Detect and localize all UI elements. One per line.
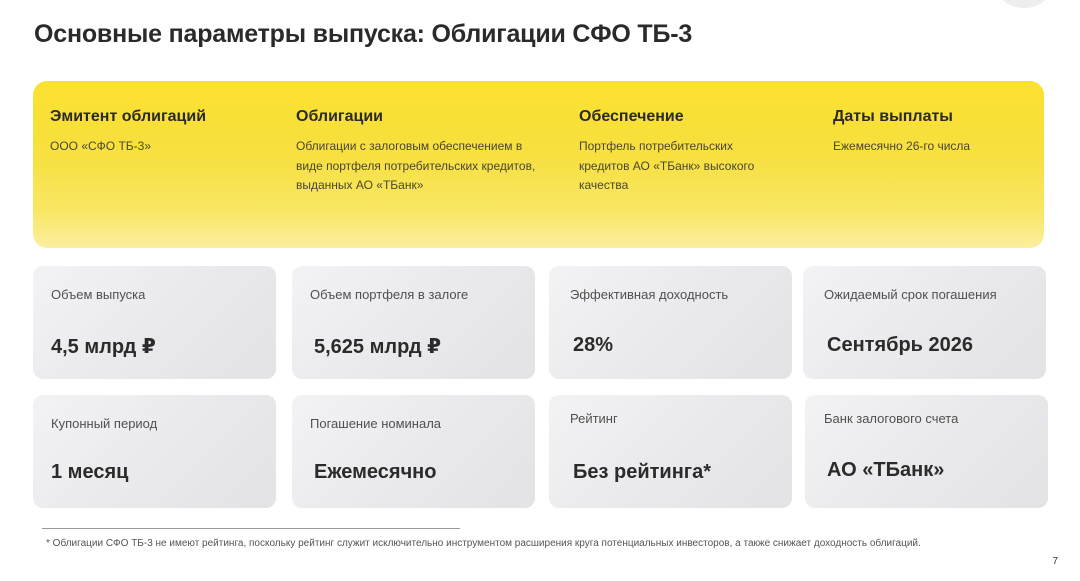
card-value: 4,5 млрд ₽ bbox=[51, 336, 156, 358]
issuer-block: Эмитент облигаций ООО «СФО ТБ-3» bbox=[50, 108, 280, 157]
card-value: Без рейтинга* bbox=[573, 461, 712, 483]
page-title: Основные параметры выпуска: Облигации СФ… bbox=[34, 20, 693, 48]
card-issue-volume: Объем выпуска 4,5 млрд ₽ bbox=[33, 266, 276, 379]
card-value: 5,625 млрд ₽ bbox=[314, 336, 441, 358]
footnote: * Облигации СФО ТБ-3 не имеют рейтинга, … bbox=[46, 538, 921, 549]
card-label: Купонный период bbox=[51, 416, 158, 431]
footnote-divider bbox=[42, 528, 460, 529]
bonds-block: Облигации Облигации с залоговым обеспече… bbox=[296, 108, 538, 196]
issuer-text: ООО «СФО ТБ-3» bbox=[50, 139, 152, 153]
card-redemption: Погашение номинала Ежемесячно bbox=[292, 395, 535, 508]
key-terms-panel: Эмитент облигаций ООО «СФО ТБ-3» Облигац… bbox=[33, 81, 1044, 248]
card-label: Объем выпуска bbox=[51, 287, 146, 302]
page-number: 7 bbox=[1052, 556, 1058, 567]
card-value: Ежемесячно bbox=[314, 461, 437, 483]
payment-dates-block: Даты выплаты Ежемесячно 26-го числа bbox=[833, 108, 1033, 157]
corner-decoration bbox=[996, 0, 1052, 8]
collateral-title: Обеспечение bbox=[579, 108, 684, 125]
bonds-title: Облигации bbox=[296, 108, 383, 125]
card-label: Объем портфеля в залоге bbox=[310, 287, 469, 302]
bonds-text: Облигации с залоговым обеспечением в вид… bbox=[296, 139, 536, 192]
card-label: Ожидаемый срок погашения bbox=[824, 287, 997, 302]
card-label: Эффективная доходность bbox=[570, 287, 729, 302]
card-value: 28% bbox=[573, 334, 614, 356]
card-label: Рейтинг bbox=[570, 411, 618, 426]
card-effective-yield: Эффективная доходность 28% bbox=[549, 266, 792, 379]
card-escrow-bank: Банк залогового счета АО «ТБанк» bbox=[805, 395, 1048, 508]
issuer-title: Эмитент облигаций bbox=[50, 108, 207, 125]
card-maturity: Ожидаемый срок погашения Сентябрь 2026 bbox=[803, 266, 1046, 379]
collateral-block: Обеспечение Портфель потребительских кре… bbox=[579, 108, 779, 196]
card-value: Сентябрь 2026 bbox=[827, 334, 974, 356]
card-coupon-period: Купонный период 1 месяц bbox=[33, 395, 276, 508]
collateral-text: Портфель потребительских кредитов АО «ТБ… bbox=[579, 139, 755, 192]
card-value: 1 месяц bbox=[51, 461, 129, 483]
card-value: АО «ТБанк» bbox=[827, 459, 945, 481]
payment-dates-text: Ежемесячно 26-го числа bbox=[833, 139, 971, 153]
card-rating: Рейтинг Без рейтинга* bbox=[549, 395, 792, 508]
card-label: Погашение номинала bbox=[310, 416, 442, 431]
payment-dates-title: Даты выплаты bbox=[833, 108, 953, 125]
card-portfolio-volume: Объем портфеля в залоге 5,625 млрд ₽ bbox=[292, 266, 535, 379]
card-label: Банк залогового счета bbox=[824, 411, 959, 426]
